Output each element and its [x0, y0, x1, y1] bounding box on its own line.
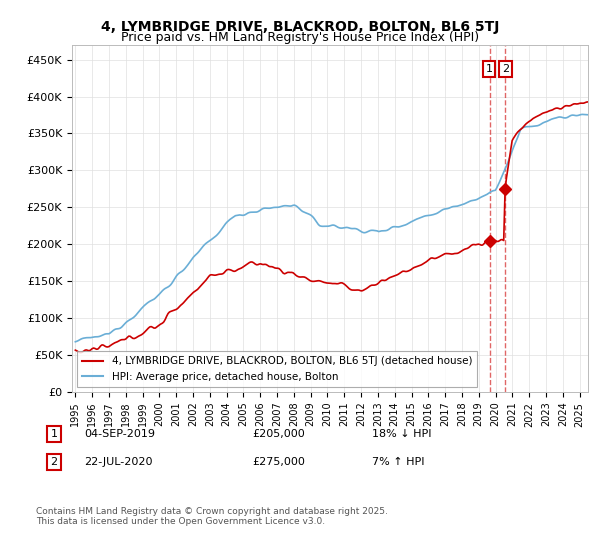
Text: Contains HM Land Registry data © Crown copyright and database right 2025.
This d: Contains HM Land Registry data © Crown c… [36, 507, 388, 526]
Text: £275,000: £275,000 [252, 457, 305, 467]
Text: 1: 1 [485, 64, 493, 74]
Legend: 4, LYMBRIDGE DRIVE, BLACKROD, BOLTON, BL6 5TJ (detached house), HPI: Average pri: 4, LYMBRIDGE DRIVE, BLACKROD, BOLTON, BL… [77, 351, 477, 387]
Text: 22-JUL-2020: 22-JUL-2020 [84, 457, 152, 467]
Text: 4, LYMBRIDGE DRIVE, BLACKROD, BOLTON, BL6 5TJ: 4, LYMBRIDGE DRIVE, BLACKROD, BOLTON, BL… [101, 20, 499, 34]
Text: 1: 1 [50, 429, 58, 439]
Text: 7% ↑ HPI: 7% ↑ HPI [372, 457, 425, 467]
Text: 2: 2 [50, 457, 58, 467]
Text: £205,000: £205,000 [252, 429, 305, 439]
Text: Price paid vs. HM Land Registry's House Price Index (HPI): Price paid vs. HM Land Registry's House … [121, 31, 479, 44]
Text: 2: 2 [502, 64, 509, 74]
Text: 04-SEP-2019: 04-SEP-2019 [84, 429, 155, 439]
Text: 18% ↓ HPI: 18% ↓ HPI [372, 429, 431, 439]
